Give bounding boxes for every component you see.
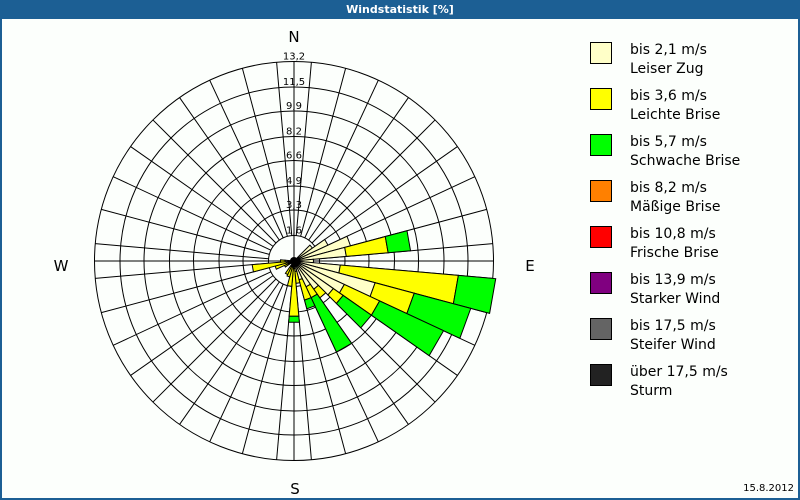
- legend-swatch: [590, 88, 612, 110]
- rose-wedge: [280, 259, 286, 263]
- grid-spoke: [241, 68, 288, 237]
- legend-swatch: [590, 134, 612, 156]
- legend-swatch: [590, 272, 612, 294]
- grid-spoke: [152, 119, 277, 244]
- ring-label: 13,2: [283, 52, 305, 63]
- grid-spoke: [101, 208, 270, 255]
- grid-spoke: [300, 285, 347, 454]
- legend-label: Sturm: [630, 383, 673, 399]
- ring-label: 4,9: [286, 176, 302, 187]
- wind-rose-sectors: [251, 230, 497, 357]
- legend-swatch: [590, 318, 612, 340]
- ring-label: 1,6: [286, 226, 302, 237]
- grid-spoke: [130, 146, 274, 247]
- grid-spoke: [241, 285, 288, 454]
- legend-label: Frische Brise: [630, 245, 719, 261]
- grid-spoke: [311, 119, 436, 244]
- grid-spoke: [209, 283, 284, 443]
- grid-spoke: [209, 79, 284, 239]
- legend-label: Leiser Zug: [630, 61, 704, 77]
- ring-label: 11,5: [283, 77, 305, 88]
- rose-wedge: [335, 294, 373, 329]
- legend-label: Starker Wind: [630, 291, 721, 307]
- grid-spoke: [314, 146, 458, 247]
- grid-spoke: [179, 281, 280, 425]
- ring-label: 9,9: [286, 101, 302, 112]
- ring-label: 8,2: [286, 127, 302, 138]
- legend-label: Leichte Brise: [630, 107, 721, 123]
- compass-south: S: [290, 480, 300, 498]
- rose-wedge: [288, 315, 300, 323]
- legend-range: bis 5,7 m/s: [630, 134, 707, 150]
- grid-spoke: [179, 97, 280, 241]
- ring-label: 3,3: [286, 200, 302, 211]
- rose-wedge: [406, 292, 472, 340]
- grid-spoke: [101, 267, 270, 314]
- grid-spoke: [130, 275, 274, 376]
- legend-range: bis 3,6 m/s: [630, 88, 707, 104]
- grid-spoke: [112, 176, 272, 251]
- grid-spoke: [276, 62, 293, 236]
- grid-spoke: [152, 278, 277, 403]
- compass-north: N: [288, 28, 299, 46]
- grid-spoke: [308, 97, 409, 241]
- rose-wedge: [284, 265, 293, 276]
- date-label: 15.8.2012: [743, 483, 794, 494]
- grid-spoke: [295, 62, 312, 236]
- legend-label: Mäßige Brise: [630, 199, 721, 215]
- legend-swatch: [590, 42, 612, 64]
- legend-range: bis 13,9 m/s: [630, 272, 716, 288]
- legend-swatch: [590, 180, 612, 202]
- ring-labels: 1,6 3,3 4,9 6,6 8,2 9,9 11,5 13,2: [283, 52, 305, 237]
- rose-wedge: [370, 300, 445, 357]
- rose-wedge: [452, 274, 497, 315]
- grid-spoke: [300, 68, 347, 237]
- rose-wedge: [310, 293, 353, 353]
- window-title: Windstatistik [%]: [0, 0, 800, 19]
- grid-spoke: [95, 243, 269, 260]
- compass-west: W: [54, 257, 69, 275]
- legend-swatch: [590, 226, 612, 248]
- legend-label: Schwache Brise: [630, 153, 741, 169]
- legend-range: bis 17,5 m/s: [630, 318, 716, 334]
- grid-spoke: [304, 79, 379, 239]
- legend-swatch: [590, 364, 612, 386]
- rose-wedge: [384, 230, 412, 254]
- legend-label: Steifer Wind: [630, 337, 716, 353]
- grid-spoke: [112, 271, 272, 346]
- rose-wedge: [344, 235, 389, 257]
- legend-range: bis 2,1 m/s: [630, 42, 707, 58]
- grid-spoke: [95, 262, 269, 279]
- legend-range: bis 10,8 m/s: [630, 226, 716, 242]
- legend-range: bis 8,2 m/s: [630, 180, 707, 196]
- rose-wedge: [303, 297, 316, 310]
- chart-frame: [0, 19, 800, 500]
- ring-label: 6,6: [286, 151, 302, 162]
- compass-east: E: [525, 257, 534, 275]
- legend-range: über 17,5 m/s: [630, 364, 728, 380]
